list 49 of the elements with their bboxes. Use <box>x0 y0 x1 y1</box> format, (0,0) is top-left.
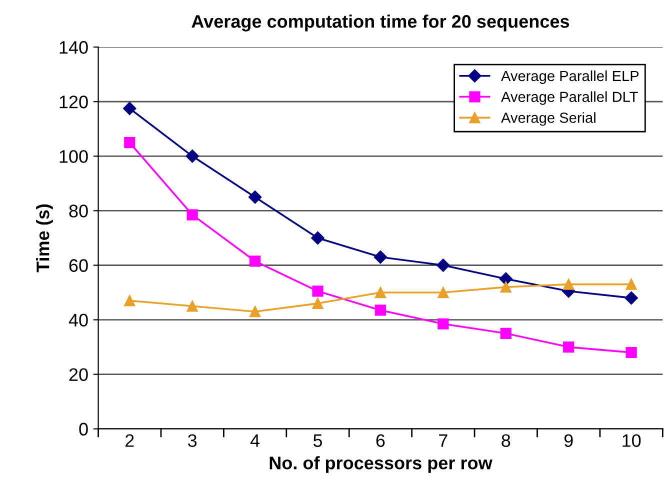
point <box>626 346 637 358</box>
point <box>374 304 386 316</box>
point <box>186 300 198 312</box>
point <box>123 102 136 116</box>
y-tick-label: 60 <box>69 259 88 272</box>
x-tick-label: 10 <box>622 434 641 447</box>
chart-title: Average computation time for 20 sequences <box>192 14 570 32</box>
point <box>563 341 574 353</box>
x-tick-label: 5 <box>313 434 322 447</box>
y-tick-label: 100 <box>60 150 88 163</box>
x-tick-label: 4 <box>250 434 260 447</box>
point <box>500 328 512 339</box>
point <box>124 295 136 306</box>
y-tick-label: 20 <box>69 368 88 382</box>
point <box>499 272 512 286</box>
x-tick-label: 7 <box>439 434 448 447</box>
legend-label: Average Parallel ELP <box>501 70 639 84</box>
point <box>249 306 261 318</box>
point <box>248 190 262 204</box>
point <box>438 318 449 330</box>
y-axis-title: Time (s) <box>36 204 53 272</box>
x-axis-title: No. of processors per row <box>270 456 492 473</box>
point <box>186 209 198 220</box>
x-tick-label: 6 <box>376 434 385 447</box>
point <box>312 298 324 309</box>
y-tick-label: 120 <box>60 96 88 108</box>
point <box>124 136 136 148</box>
point <box>374 286 386 298</box>
point <box>500 282 512 293</box>
point <box>249 256 261 267</box>
point <box>438 286 449 298</box>
legend-label: Average Serial <box>501 112 596 126</box>
point <box>311 231 324 245</box>
point <box>563 278 574 290</box>
y-tick-label: 0 <box>79 422 88 436</box>
x-tick-label: 3 <box>188 434 197 447</box>
point <box>186 150 199 163</box>
y-tick-label: 40 <box>68 314 88 326</box>
point <box>374 250 388 264</box>
x-tick-label: 8 <box>502 434 510 447</box>
y-tick-label: 80 <box>69 204 88 218</box>
x-tick-label: 2 <box>126 434 134 447</box>
x-tick-label: 9 <box>564 434 573 447</box>
point <box>624 291 638 305</box>
point <box>626 278 637 290</box>
point <box>312 286 324 297</box>
point <box>436 258 450 272</box>
y-tick-label: 140 <box>60 41 88 54</box>
legend-label: Average Parallel DLT <box>501 91 638 105</box>
